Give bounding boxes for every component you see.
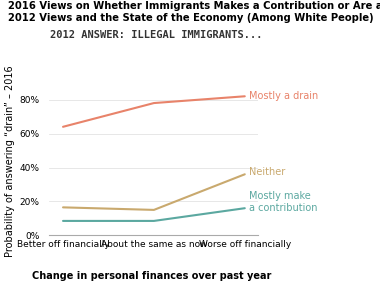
Text: Neither: Neither: [249, 167, 285, 177]
Text: Mostly make
a contribution: Mostly make a contribution: [249, 191, 318, 213]
Text: 2016 Views on Whether Immigrants Makes a Contribution or Are a Drain by: 2016 Views on Whether Immigrants Makes a…: [8, 1, 380, 11]
Text: 2012 ANSWER: ILLEGAL IMMIGRANTS...: 2012 ANSWER: ILLEGAL IMMIGRANTS...: [49, 30, 262, 40]
Text: Change in personal finances over past year: Change in personal finances over past ye…: [32, 271, 272, 281]
Text: 2012 Views and the State of the Economy (Among White People): 2012 Views and the State of the Economy …: [8, 13, 373, 23]
Y-axis label: Probability of answering “drain” – 2016: Probability of answering “drain” – 2016: [5, 65, 15, 257]
Text: Mostly a drain: Mostly a drain: [249, 91, 318, 101]
